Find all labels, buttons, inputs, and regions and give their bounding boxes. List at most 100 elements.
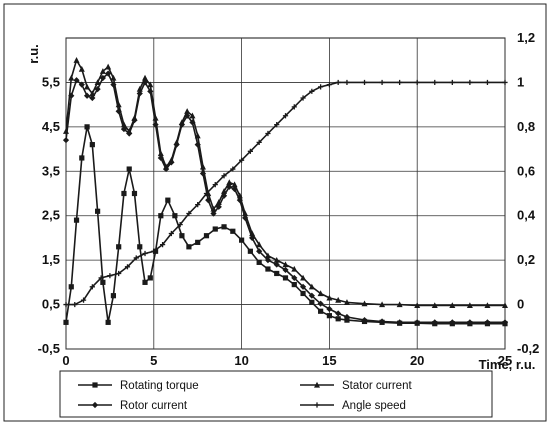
data-point <box>361 317 368 324</box>
data-point <box>466 319 473 326</box>
y-right-tick-label: 1,2 <box>517 30 535 45</box>
data-point <box>221 224 227 230</box>
data-point <box>236 197 243 204</box>
data-point <box>94 85 101 93</box>
data-point <box>300 290 306 297</box>
data-point <box>326 82 332 88</box>
data-point <box>165 197 171 203</box>
data-point <box>282 113 289 119</box>
data-point <box>210 210 217 217</box>
data-point <box>100 279 106 285</box>
data-point <box>107 273 113 279</box>
data-point <box>379 79 385 86</box>
data-point <box>335 316 341 322</box>
data-point <box>274 270 280 277</box>
data-point <box>256 248 263 255</box>
data-point <box>326 313 332 319</box>
data-point <box>314 402 320 408</box>
data-point <box>152 121 159 128</box>
data-point <box>226 183 233 190</box>
data-point <box>63 301 69 308</box>
data-point <box>157 154 164 162</box>
data-point <box>282 275 289 281</box>
legend-entry: Stator current <box>300 380 412 392</box>
data-point <box>78 65 85 72</box>
legend-label: Rotating torque <box>120 380 199 392</box>
plot-area <box>65 37 506 350</box>
data-point <box>126 130 133 137</box>
data-point <box>221 173 227 179</box>
data-point <box>501 319 509 326</box>
series-layer <box>62 57 509 327</box>
data-point <box>361 300 368 307</box>
data-point <box>83 92 91 99</box>
data-point <box>92 382 98 388</box>
y-left-tick-label: 3,5 <box>42 163 60 178</box>
data-point <box>431 319 438 326</box>
data-point <box>274 122 280 128</box>
data-point <box>68 92 75 99</box>
x-axis-label: Time, r.u. <box>479 357 536 372</box>
data-point <box>89 94 96 102</box>
y-right-tick-label: 0,2 <box>517 252 535 267</box>
legend-label: Stator current <box>342 380 412 392</box>
data-point <box>212 226 218 232</box>
data-point <box>432 79 438 86</box>
data-point <box>215 203 222 210</box>
data-point <box>116 244 122 250</box>
data-point <box>449 319 456 326</box>
data-point <box>300 95 306 101</box>
data-point <box>239 237 245 243</box>
series-angle-speed <box>63 79 508 308</box>
data-point <box>396 319 403 326</box>
data-point <box>137 244 143 250</box>
data-point <box>378 318 386 325</box>
gridlines <box>65 38 506 350</box>
data-point <box>335 296 342 303</box>
data-point <box>172 213 178 219</box>
data-point <box>231 181 238 188</box>
data-point <box>147 275 153 281</box>
data-point <box>203 233 210 239</box>
data-point <box>317 290 324 297</box>
data-point <box>326 294 333 301</box>
data-point <box>231 185 238 193</box>
data-point <box>199 170 207 177</box>
data-point <box>239 157 245 163</box>
x-tick-label: 5 <box>150 353 157 368</box>
data-point <box>136 90 143 97</box>
data-point <box>282 266 289 274</box>
series-line <box>66 81 505 306</box>
data-point <box>159 241 166 248</box>
data-point <box>431 302 438 309</box>
data-point <box>110 293 117 299</box>
data-point <box>265 130 271 137</box>
data-point <box>62 137 70 144</box>
legend-label: Angle speed <box>342 400 406 412</box>
data-point <box>115 108 122 115</box>
data-point <box>247 248 253 254</box>
data-point <box>63 319 69 325</box>
data-point <box>291 265 298 272</box>
data-point <box>335 79 341 86</box>
data-point <box>147 88 154 95</box>
data-point <box>361 79 368 86</box>
data-point <box>121 190 127 197</box>
chart-frame <box>3 3 547 422</box>
data-point <box>300 274 307 281</box>
data-point <box>212 182 218 188</box>
data-point <box>158 213 164 219</box>
data-point <box>105 319 111 325</box>
data-point <box>318 84 324 90</box>
data-point <box>95 208 101 214</box>
data-point <box>205 197 212 204</box>
y-right-tick-label: 0,8 <box>517 119 535 134</box>
data-point <box>84 124 90 130</box>
data-point <box>343 313 351 321</box>
data-point <box>195 239 201 245</box>
legend-entry: Rotating torque <box>78 380 199 392</box>
data-point <box>131 117 138 124</box>
data-point <box>291 274 298 282</box>
data-point <box>309 88 315 94</box>
